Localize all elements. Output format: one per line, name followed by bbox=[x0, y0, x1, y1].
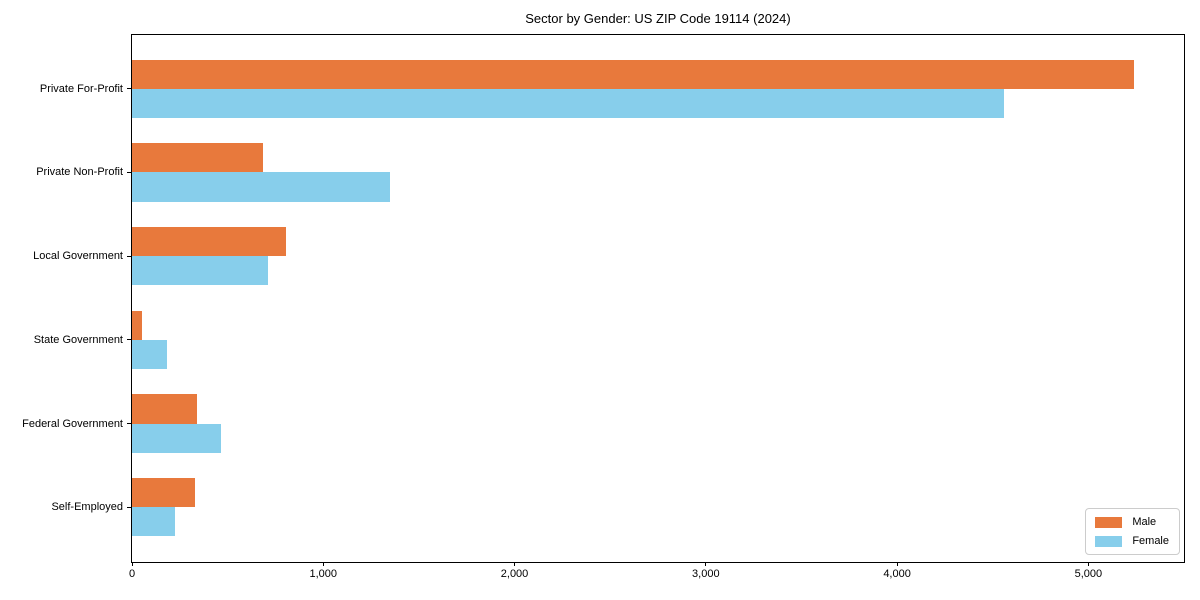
bar-male-4 bbox=[132, 394, 198, 424]
bar-male-3 bbox=[132, 310, 142, 340]
category-label-2: Local Government bbox=[33, 250, 123, 263]
category-label-0: Private For-Profit bbox=[39, 82, 123, 95]
bar-male-1 bbox=[132, 143, 264, 173]
y-tick bbox=[127, 423, 132, 425]
category-label-5: Self-Employed bbox=[51, 501, 123, 514]
legend-swatch-male bbox=[1095, 516, 1123, 528]
x-tick-label-3000: 3,000 bbox=[692, 568, 720, 580]
bar-female-5 bbox=[132, 507, 176, 537]
legend-item-male: Male bbox=[1095, 516, 1169, 528]
bar-female-2 bbox=[132, 256, 268, 286]
bar-male-5 bbox=[132, 477, 196, 508]
plot-area: Male Female Private For-Profit Private No… bbox=[22, 34, 1185, 580]
legend-label-female: Female bbox=[1132, 535, 1169, 547]
bar-female-1 bbox=[132, 172, 391, 202]
y-tick bbox=[127, 88, 132, 90]
x-tick-label-4000: 4,000 bbox=[883, 568, 911, 580]
legend-label-male: Male bbox=[1132, 516, 1157, 528]
category-label-3: State Government bbox=[33, 333, 123, 346]
y-tick bbox=[127, 171, 132, 173]
y-tick bbox=[127, 339, 132, 341]
x-tick bbox=[514, 562, 516, 566]
x-tick-label-0: 0 bbox=[128, 568, 136, 580]
category-label-1: Private Non-Profit bbox=[36, 166, 123, 179]
legend-item-female: Female bbox=[1095, 535, 1169, 547]
chart-title: Sector by Gender: US ZIP Code 19114 (202… bbox=[525, 11, 791, 26]
bar-male-0 bbox=[132, 59, 1135, 89]
x-tick-label-2000: 2,000 bbox=[500, 568, 529, 580]
bar-female-3 bbox=[132, 339, 168, 370]
bar-female-0 bbox=[132, 88, 1005, 119]
legend: Male Female bbox=[1085, 508, 1180, 555]
y-tick bbox=[127, 506, 132, 508]
x-tick bbox=[131, 562, 133, 566]
x-tick-label-1000: 1,000 bbox=[309, 568, 338, 580]
x-tick bbox=[322, 562, 324, 566]
category-label-4: Federal Government bbox=[22, 417, 123, 430]
x-tick bbox=[1087, 562, 1089, 566]
bar-female-4 bbox=[132, 423, 221, 453]
x-tick bbox=[705, 562, 707, 566]
bar-male-2 bbox=[132, 226, 286, 257]
legend-swatch-female bbox=[1095, 535, 1123, 547]
y-tick bbox=[127, 255, 132, 257]
x-tick bbox=[896, 562, 898, 566]
x-tick-label-5000: 5,000 bbox=[1074, 568, 1103, 580]
